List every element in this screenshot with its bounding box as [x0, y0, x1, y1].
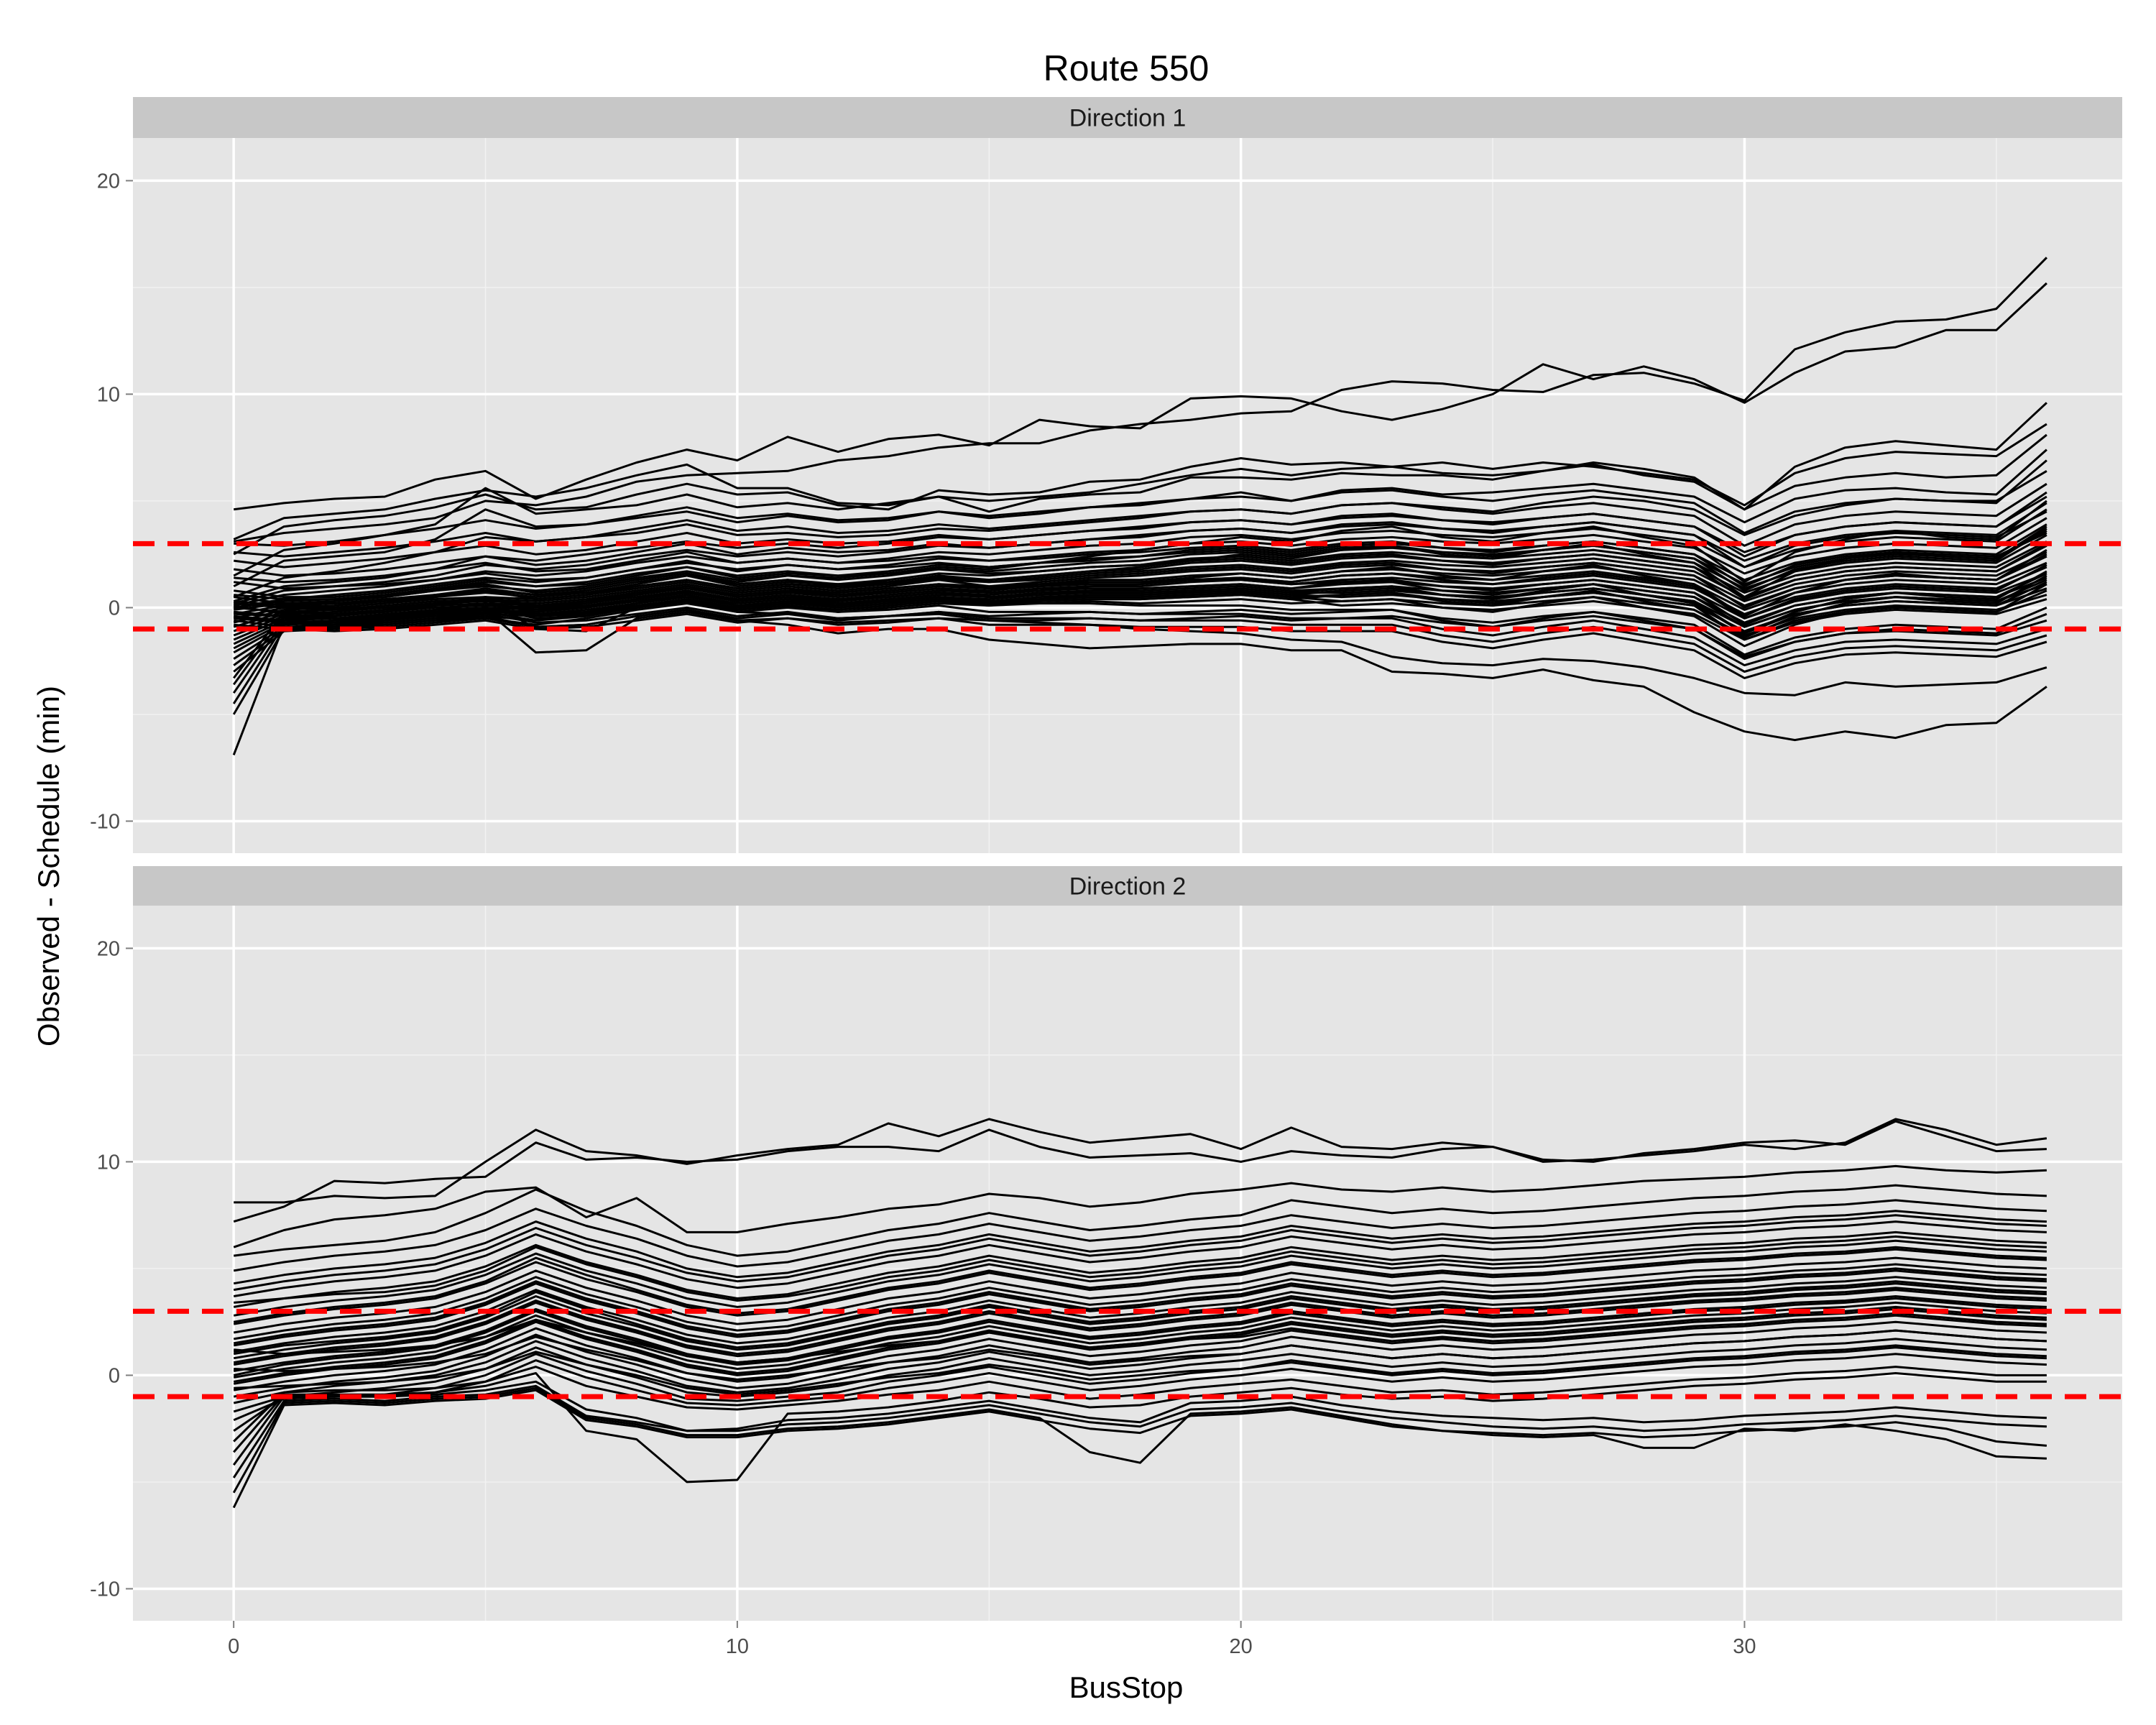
series-line: [234, 1118, 2047, 1204]
series-line: [234, 482, 2047, 558]
series-line: [233, 1248, 2047, 1325]
series-line: [232, 525, 2047, 686]
series-line: [233, 448, 2047, 588]
series-line: [234, 581, 2047, 635]
series-line: [233, 1372, 2047, 1484]
panel-background: [133, 906, 2122, 1621]
series-line: [233, 555, 2047, 632]
series-line: [233, 1214, 2047, 1292]
series-line: [232, 1386, 2047, 1494]
panel-1: Direction 1 -10 0 10 20: [90, 97, 2122, 853]
series-line: [233, 1338, 2047, 1413]
series-line: [233, 1295, 2047, 1372]
series-line: [234, 1329, 2047, 1381]
series-line: [234, 592, 2047, 658]
series-line: [233, 1346, 2047, 1422]
series-line: [233, 1210, 2047, 1285]
y-tick-label: -10: [90, 1578, 120, 1601]
series-line: [233, 1297, 2047, 1376]
series-line: [233, 1280, 2047, 1356]
series-group: [232, 257, 2047, 755]
panel-strip-label: Direction 2: [1069, 873, 1187, 901]
series-line: [233, 540, 2047, 620]
series-line: [234, 1184, 2047, 1257]
series-line: [233, 1230, 2047, 1308]
series-line: [232, 1380, 2047, 1466]
series-line: [234, 553, 2047, 609]
series-line: [233, 1320, 2047, 1398]
series-line: [234, 510, 2047, 577]
series-line: [234, 564, 2047, 620]
series-line: [233, 1269, 2047, 1347]
series-line: [234, 1344, 2047, 1396]
series-line: [233, 551, 2047, 628]
series-line: [234, 606, 2047, 673]
panel-strip: [133, 866, 2122, 906]
y-tick-label: 10: [97, 1151, 120, 1174]
series-line: [233, 1246, 2047, 1323]
panel-strip-label: Direction 1: [1069, 105, 1187, 132]
panel-2: Direction 2 -10 0 10 20: [90, 866, 2122, 1621]
y-tick-label: 0: [109, 597, 120, 620]
y-tick-label: 10: [97, 383, 120, 406]
series-line: [234, 608, 2047, 742]
series-line: [234, 572, 2047, 626]
series-line: [234, 542, 2047, 601]
x-tick-label: 0: [228, 1635, 239, 1658]
x-tick-label: 20: [1230, 1635, 1253, 1658]
series-line: [233, 1256, 2047, 1334]
series-line: [233, 491, 2047, 602]
series-line: [232, 583, 2047, 715]
panel-background: [133, 138, 2122, 853]
x-tick-label: 30: [1733, 1635, 1756, 1658]
series-line: [234, 528, 2047, 592]
series-line: [233, 1353, 2047, 1432]
series-line: [234, 600, 2047, 667]
series-line: [234, 1312, 2047, 1364]
series-line: [233, 423, 2047, 556]
series-line: [234, 495, 2047, 569]
chart-title: Route 550: [1044, 48, 1210, 88]
x-axis-title: BusStop: [1069, 1670, 1184, 1704]
series-line: [232, 1384, 2047, 1478]
panel-strip: [133, 97, 2122, 138]
series-line: [233, 1307, 2047, 1385]
series-line: [232, 1389, 2047, 1509]
series-line: [233, 1220, 2047, 1297]
series-line: [233, 1314, 2047, 1392]
series-line: [233, 1301, 2047, 1379]
y-tick-label: 20: [97, 170, 120, 193]
series-line: [233, 502, 2047, 604]
series-line: [233, 1289, 2047, 1366]
y-tick-label: -10: [90, 810, 120, 833]
series-line: [234, 532, 2047, 588]
series-group: [232, 1118, 2047, 1509]
series-line: [233, 1164, 2047, 1248]
series-line: [234, 282, 2047, 511]
series-line: [234, 530, 2047, 611]
series-line: [234, 1235, 2047, 1304]
series-line: [233, 1267, 2047, 1345]
y-tick-label: 0: [109, 1364, 120, 1387]
series-line: [233, 1282, 2047, 1360]
x-axis: 0 10 20 30: [228, 1621, 1756, 1658]
series-line: [233, 1287, 2047, 1364]
x-tick-label: 10: [726, 1635, 749, 1658]
series-line: [233, 1263, 2047, 1340]
series-line: [233, 1120, 2047, 1223]
series-line: [233, 257, 2047, 543]
series-line: [233, 433, 2047, 577]
y-axis-title: Observed - Schedule (min): [32, 686, 65, 1046]
series-line: [234, 572, 2047, 628]
series-line: [234, 459, 2047, 547]
series-line: [233, 1199, 2047, 1272]
y-tick-label: 20: [97, 937, 120, 960]
series-line: [233, 1239, 2047, 1317]
